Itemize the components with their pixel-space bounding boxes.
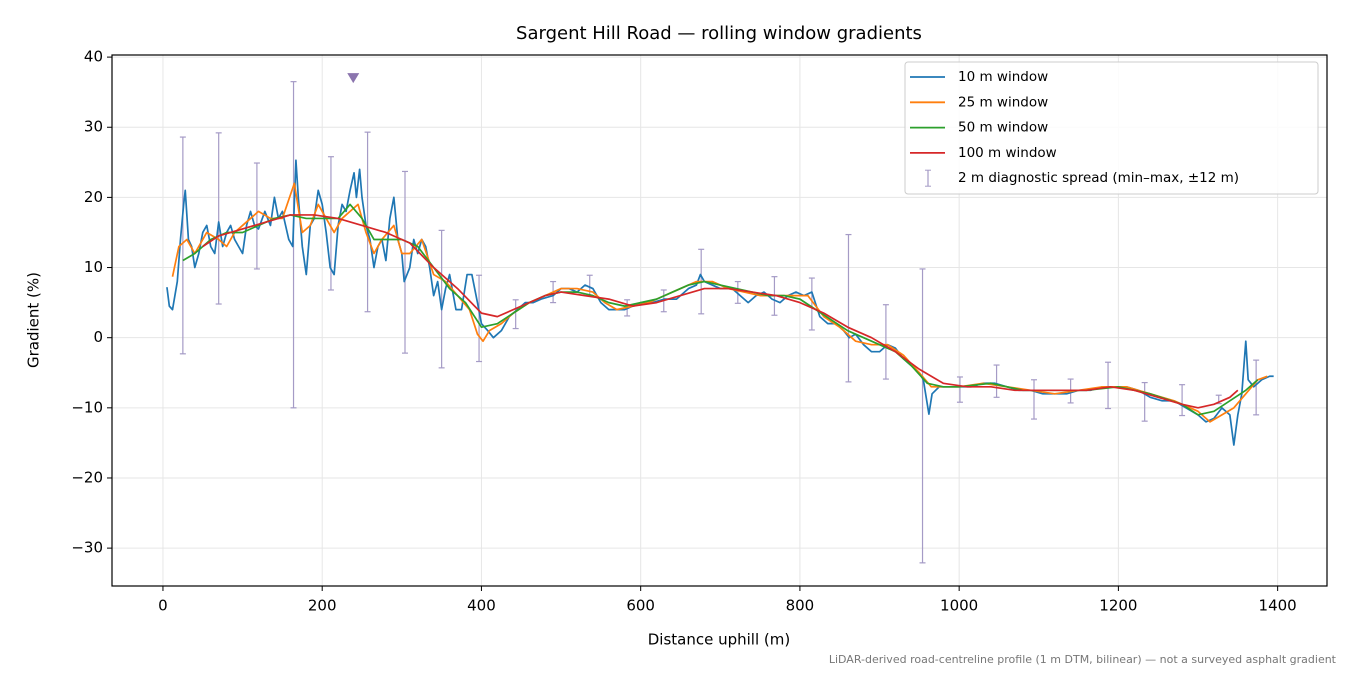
error-bar (1141, 381, 1148, 422)
y-tick-label: −30 (71, 539, 103, 557)
marker (347, 73, 360, 84)
error-bar (253, 162, 260, 270)
legend-label: 25 m window (958, 94, 1048, 110)
x-tick-label: 1400 (1259, 597, 1297, 615)
y-tick-label: 30 (84, 118, 103, 136)
y-tick-label: −20 (71, 468, 103, 486)
x-tick-label: 1200 (1099, 597, 1137, 615)
error-bar (476, 274, 483, 363)
error-bar (1253, 359, 1260, 416)
y-tick-label: −10 (71, 398, 103, 416)
x-tick-label: 1000 (940, 597, 978, 615)
error-bar (402, 170, 409, 354)
y-tick-label: 0 (93, 328, 103, 346)
error-bar (215, 132, 222, 305)
error-bar (882, 304, 889, 380)
x-tick-label: 0 (158, 597, 168, 615)
legend-label: 2 m diagnostic spread (min–max, ±12 m) (958, 170, 1239, 186)
series-line (182, 203, 1259, 416)
error-bar (956, 376, 963, 403)
legend-label: 10 m window (958, 69, 1048, 85)
error-bar (179, 136, 186, 355)
footnote: LiDAR-derived road-centreline profile (1… (829, 653, 1337, 666)
error-bar (993, 364, 1000, 398)
legend-box (904, 61, 1319, 195)
error-bar (1030, 379, 1037, 420)
plot-frame (111, 54, 1328, 587)
error-bar (512, 299, 519, 330)
x-tick-label: 400 (467, 597, 496, 615)
x-axis-label: Distance uphill (m) (648, 631, 790, 649)
error-bar (438, 229, 445, 369)
legend-label: 100 m window (958, 145, 1057, 161)
error-bar (364, 131, 371, 313)
y-tick-label: 40 (84, 48, 103, 66)
x-tick-label: 600 (626, 597, 655, 615)
legend: 10 m window 25 m window 50 m window 100 m w… (904, 61, 1319, 195)
legend-label: 50 m window (958, 120, 1048, 136)
y-tick-label: 20 (84, 188, 103, 206)
series-line (202, 214, 1239, 409)
x-tick-label: 200 (308, 597, 337, 615)
error-bar (808, 277, 815, 331)
x-tick-label: 800 (786, 597, 815, 615)
error-bar (845, 233, 852, 383)
y-axis-label: Gradient (%) (25, 272, 43, 368)
y-tick-label: 10 (84, 258, 103, 276)
chart-title: Sargent Hill Road — rolling window gradi… (516, 23, 922, 44)
error-bar (919, 268, 926, 564)
error-bar (1105, 361, 1112, 410)
error-bar (1179, 384, 1186, 417)
